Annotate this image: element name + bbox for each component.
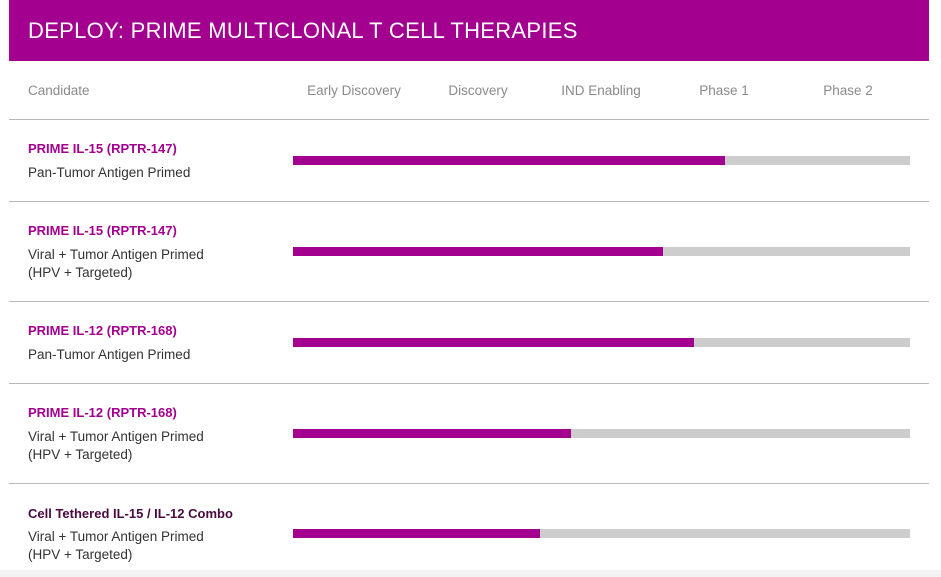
candidate-subtitle: Pan-Tumor Antigen Primed xyxy=(28,165,191,180)
row-divider xyxy=(9,119,929,120)
bottom-strip xyxy=(0,570,941,577)
progress-track xyxy=(293,247,910,256)
candidate-title: PRIME IL-15 (RPTR-147) xyxy=(28,141,177,156)
table-row: PRIME IL-15 (RPTR-147) Viral + Tumor Ant… xyxy=(0,202,941,301)
column-header-early-discovery: Early Discovery xyxy=(307,83,401,98)
candidate-subtitle-detail: (HPV + Targeted) xyxy=(28,447,133,462)
progress-bar xyxy=(293,247,664,256)
column-header-ind-enabling: IND Enabling xyxy=(561,83,641,98)
progress-track xyxy=(293,156,910,165)
progress-bar xyxy=(293,429,571,438)
column-header-discovery: Discovery xyxy=(448,83,508,98)
row-divider xyxy=(9,201,929,202)
candidate-subtitle-detail: (HPV + Targeted) xyxy=(28,265,133,280)
column-header-candidate: Candidate xyxy=(28,83,90,98)
progress-track xyxy=(293,529,910,538)
row-divider xyxy=(9,483,929,484)
row-divider xyxy=(9,383,929,384)
candidate-title: PRIME IL-12 (RPTR-168) xyxy=(28,323,177,338)
candidate-subtitle-detail: (HPV + Targeted) xyxy=(28,547,133,562)
table-row: Cell Tethered IL-15 / IL-12 Combo Viral … xyxy=(0,484,941,570)
candidate-subtitle: Viral + Tumor Antigen Primed xyxy=(28,529,204,544)
progress-bar xyxy=(293,529,540,538)
table-row: PRIME IL-12 (RPTR-168) Viral + Tumor Ant… xyxy=(0,384,941,483)
row-divider xyxy=(9,301,929,302)
column-header-phase-1: Phase 1 xyxy=(699,83,749,98)
progress-bar xyxy=(293,156,725,165)
page-title: DEPLOY: PRIME MULTICLONAL T CELL THERAPI… xyxy=(9,0,929,61)
column-header-phase-2: Phase 2 xyxy=(823,83,873,98)
progress-track xyxy=(293,429,910,438)
candidate-subtitle: Viral + Tumor Antigen Primed xyxy=(28,429,204,444)
candidate-title: PRIME IL-12 (RPTR-168) xyxy=(28,405,177,420)
progress-track xyxy=(293,338,910,347)
candidate-subtitle: Pan-Tumor Antigen Primed xyxy=(28,347,191,362)
candidate-subtitle: Viral + Tumor Antigen Primed xyxy=(28,247,204,262)
candidate-title: Cell Tethered IL-15 / IL-12 Combo xyxy=(28,506,233,521)
table-row: PRIME IL-12 (RPTR-168) Pan-Tumor Antigen… xyxy=(0,302,941,383)
table-row: PRIME IL-15 (RPTR-147) Pan-Tumor Antigen… xyxy=(0,120,941,201)
candidate-title: PRIME IL-15 (RPTR-147) xyxy=(28,223,177,238)
progress-bar xyxy=(293,338,695,347)
